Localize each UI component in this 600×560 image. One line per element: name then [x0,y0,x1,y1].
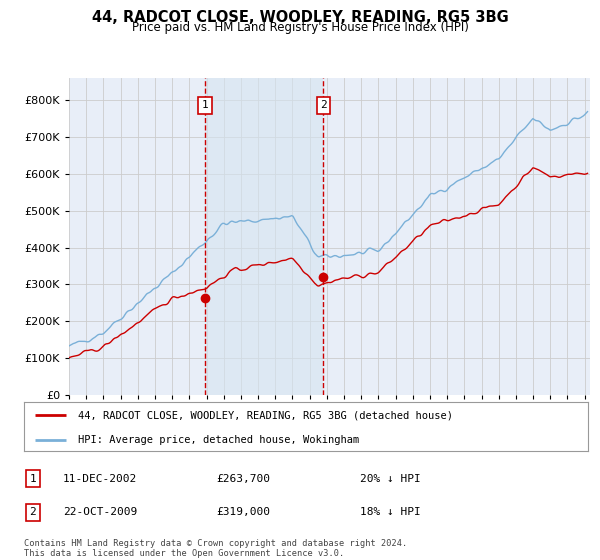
Text: 11-DEC-2002: 11-DEC-2002 [63,474,137,484]
Text: 2: 2 [320,100,327,110]
Bar [205,78,323,395]
Text: £319,000: £319,000 [216,507,270,517]
Text: 18% ↓ HPI: 18% ↓ HPI [360,507,421,517]
Text: Price paid vs. HM Land Registry's House Price Index (HPI): Price paid vs. HM Land Registry's House … [131,21,469,34]
Text: 1: 1 [202,100,209,110]
Text: 44, RADCOT CLOSE, WOODLEY, READING, RG5 3BG: 44, RADCOT CLOSE, WOODLEY, READING, RG5 … [92,10,508,25]
Text: 44, RADCOT CLOSE, WOODLEY, READING, RG5 3BG (detached house): 44, RADCOT CLOSE, WOODLEY, READING, RG5 … [77,410,452,421]
Text: HPI: Average price, detached house, Wokingham: HPI: Average price, detached house, Woki… [77,435,359,445]
Text: £263,700: £263,700 [216,474,270,484]
Text: Contains HM Land Registry data © Crown copyright and database right 2024.
This d: Contains HM Land Registry data © Crown c… [24,539,407,558]
Text: 22-OCT-2009: 22-OCT-2009 [63,507,137,517]
Text: 2: 2 [29,507,37,517]
Text: 1: 1 [29,474,37,484]
Text: 20% ↓ HPI: 20% ↓ HPI [360,474,421,484]
